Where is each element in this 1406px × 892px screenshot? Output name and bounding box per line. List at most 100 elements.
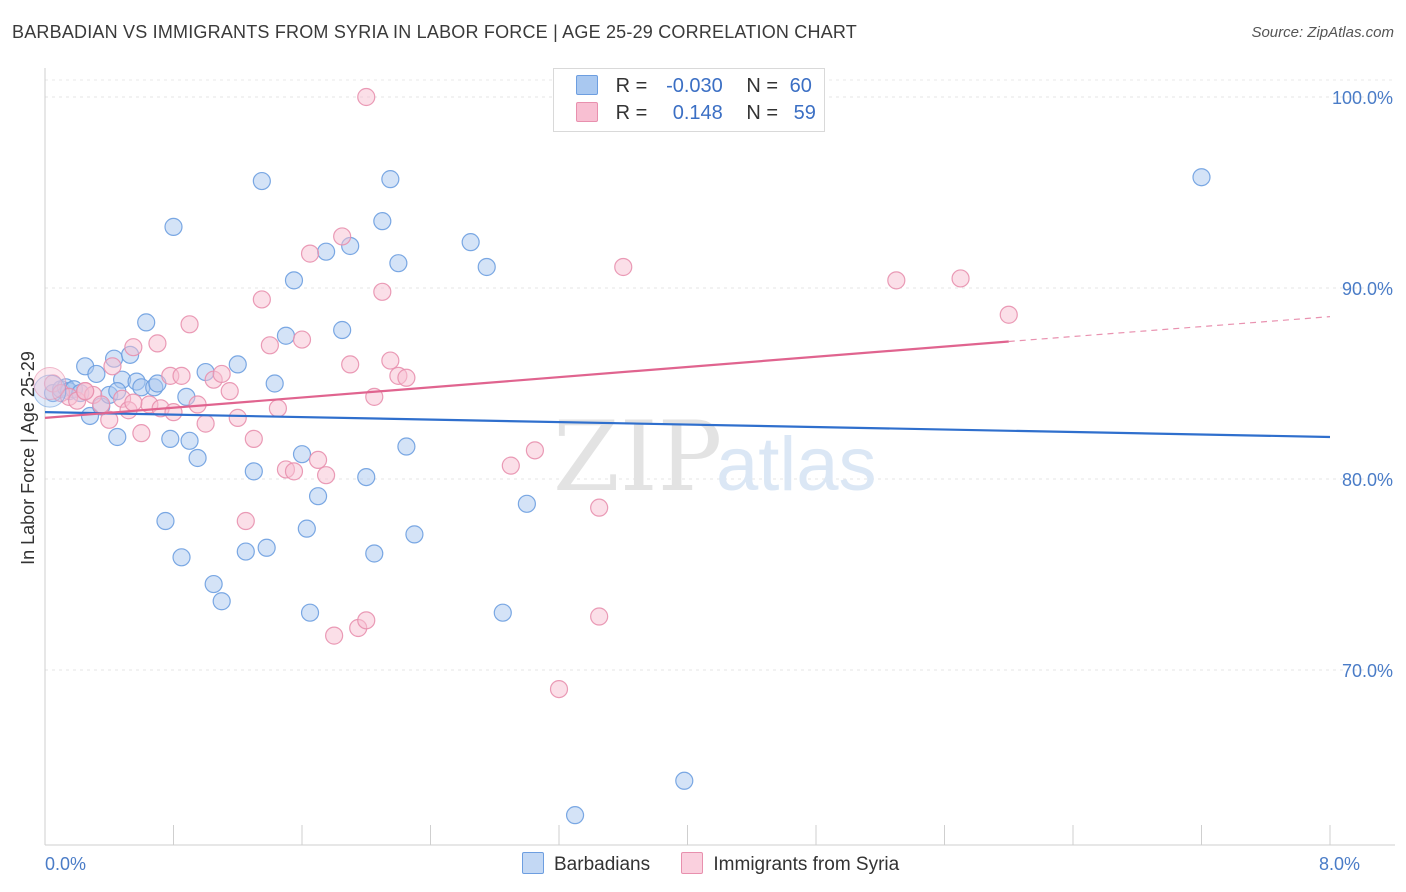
series-label-syria: Immigrants from Syria (713, 854, 900, 875)
data-point (204, 574, 223, 594)
data-point (316, 466, 336, 485)
data-point (228, 355, 247, 374)
data-point (276, 326, 296, 345)
data-point (212, 364, 231, 384)
series-legend-syria: Immigrants from Syria (681, 852, 900, 875)
data-point (501, 456, 520, 475)
legend-row-barbadians: R = -0.030 N = 60 (576, 75, 812, 101)
data-point (887, 271, 906, 290)
data-point (333, 320, 352, 340)
data-point (365, 544, 384, 563)
legend-r-label: R = (615, 75, 648, 97)
legend-n-label: N = (746, 102, 779, 124)
data-point (373, 212, 392, 231)
watermark-atlas: atlas (716, 422, 877, 507)
series-label-barbadians: Barbadians (554, 854, 651, 875)
grid-lines (45, 79, 1395, 671)
data-point-cluster (33, 374, 67, 408)
series-swatch-blue (522, 852, 544, 874)
data-point (517, 494, 536, 513)
data-point (300, 603, 320, 622)
legend-swatch-blue (576, 75, 598, 95)
data-point (590, 607, 609, 626)
data-point (341, 355, 360, 374)
data-point (999, 305, 1018, 324)
data-point (357, 611, 376, 630)
data-point (373, 282, 392, 301)
tick-labels: 100.0% 90.0% 80.0% 70.0% 0.0% 8.0% (45, 88, 1393, 874)
data-point (100, 410, 119, 429)
y-axis-label: In Labor Force | Age 25-29 (18, 351, 38, 565)
data-point (236, 542, 255, 561)
data-point (220, 382, 239, 401)
data-point (161, 429, 180, 448)
series-legend: Barbadians Immigrants from Syria (522, 852, 925, 876)
data-point (124, 393, 143, 412)
legend-n-value: 60 (789, 75, 812, 97)
data-point (381, 351, 400, 370)
source-label: Source: ZipAtlas.com (1251, 24, 1394, 41)
data-point (357, 87, 376, 107)
data-point (284, 462, 304, 481)
y-tick-label: 80.0% (1342, 470, 1393, 490)
data-point (284, 271, 304, 290)
watermark-zip: ZIP (553, 401, 722, 513)
data-point (292, 330, 312, 349)
y-tick-label: 90.0% (1342, 279, 1393, 299)
data-point (308, 450, 328, 469)
data-point (103, 357, 122, 376)
data-point (549, 679, 569, 699)
data-point (381, 170, 400, 189)
legend-row-syria: R = 0.148 N = 59 (576, 102, 816, 128)
data-point (357, 467, 376, 487)
data-point (132, 424, 151, 443)
data-point (212, 592, 231, 611)
legend-r-value: -0.030 (666, 75, 723, 97)
legend-n-value: 59 (793, 102, 816, 124)
legend-r-label: R = (615, 102, 648, 124)
data-point (675, 771, 694, 790)
data-point (148, 334, 167, 353)
series-swatch-pink (681, 852, 704, 874)
data-point (1192, 168, 1211, 187)
data-point (477, 257, 496, 277)
data-point (172, 548, 191, 567)
axes (44, 68, 1395, 846)
data-point (244, 429, 263, 448)
legend-swatch-pink (576, 102, 598, 122)
data-point (405, 525, 424, 544)
trend-line-syria (44, 340, 1009, 419)
data-point (172, 366, 191, 385)
data-point (265, 374, 284, 393)
data-point (525, 441, 545, 460)
data-point (316, 242, 336, 261)
data-point (297, 519, 316, 538)
data-point (87, 364, 106, 384)
data-point (268, 399, 288, 418)
data-point (590, 498, 609, 517)
data-point (108, 427, 127, 447)
data-point (292, 445, 312, 464)
data-point (252, 171, 271, 191)
data-point (156, 511, 175, 531)
data-point (164, 217, 183, 236)
data-point (244, 462, 263, 481)
data-point (389, 254, 408, 273)
data-point (493, 603, 512, 622)
data-point (180, 431, 199, 450)
y-tick-label: 70.0% (1342, 661, 1393, 681)
y-tick-label: 100.0% (1332, 88, 1393, 108)
data-point (260, 336, 279, 355)
chart-title: BARBADIAN VS IMMIGRANTS FROM SYRIA IN LA… (12, 22, 857, 42)
correlation-legend: R = -0.030 N = 60 R = 0.148 N = 59 (553, 68, 825, 132)
data-point (196, 414, 215, 433)
data-point (236, 511, 255, 531)
trend-line-syria-extension (1008, 316, 1331, 343)
legend-n-label: N = (746, 75, 779, 97)
data-point (300, 244, 320, 263)
data-point (188, 448, 207, 468)
points-layer (33, 87, 1211, 825)
data-point (124, 338, 143, 357)
data-point (92, 395, 111, 414)
